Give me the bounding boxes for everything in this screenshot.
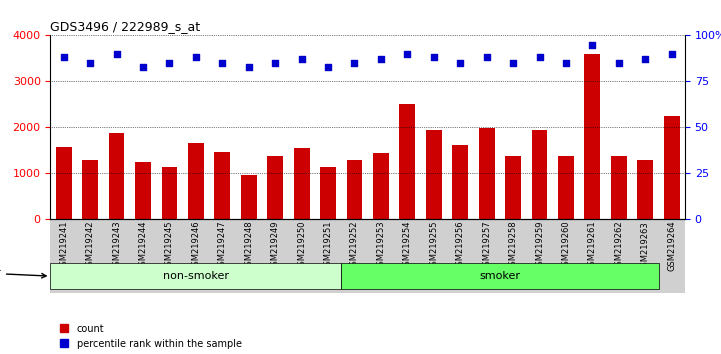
Point bbox=[428, 55, 440, 60]
Bar bbox=[553, 219, 579, 293]
Bar bbox=[241, 175, 257, 219]
Point bbox=[164, 60, 175, 66]
Bar bbox=[447, 219, 474, 293]
Bar bbox=[420, 219, 447, 293]
Bar bbox=[505, 155, 521, 219]
Bar bbox=[109, 133, 125, 219]
Bar bbox=[394, 219, 420, 293]
Bar bbox=[130, 219, 156, 293]
Bar bbox=[315, 219, 341, 293]
Point bbox=[454, 60, 466, 66]
Bar bbox=[558, 155, 574, 219]
Point bbox=[534, 55, 545, 60]
Point bbox=[349, 60, 360, 66]
Bar bbox=[320, 167, 336, 219]
Text: smoker: smoker bbox=[479, 271, 521, 281]
Bar bbox=[214, 152, 230, 219]
Bar bbox=[182, 219, 209, 293]
Point bbox=[58, 55, 69, 60]
Bar bbox=[267, 156, 283, 219]
Point bbox=[613, 60, 624, 66]
Bar bbox=[56, 147, 71, 219]
Bar bbox=[341, 219, 368, 293]
Point bbox=[322, 64, 334, 69]
Bar bbox=[236, 219, 262, 293]
Point bbox=[243, 64, 255, 69]
Bar bbox=[288, 219, 315, 293]
Point bbox=[560, 60, 572, 66]
Bar bbox=[162, 167, 177, 219]
Text: GDS3496 / 222989_s_at: GDS3496 / 222989_s_at bbox=[50, 20, 200, 33]
Bar bbox=[399, 104, 415, 219]
Text: other: other bbox=[0, 268, 46, 278]
Bar bbox=[135, 162, 151, 219]
Legend: count, percentile rank within the sample: count, percentile rank within the sample bbox=[56, 320, 246, 353]
Bar bbox=[50, 219, 77, 293]
Point bbox=[190, 55, 202, 60]
Point bbox=[216, 60, 228, 66]
Bar bbox=[156, 219, 182, 293]
Bar bbox=[585, 54, 601, 219]
Point bbox=[481, 55, 492, 60]
Bar bbox=[426, 130, 442, 219]
Bar bbox=[452, 145, 468, 219]
Point bbox=[508, 60, 519, 66]
Bar bbox=[637, 160, 653, 219]
FancyBboxPatch shape bbox=[50, 263, 341, 289]
Text: non-smoker: non-smoker bbox=[163, 271, 229, 281]
FancyBboxPatch shape bbox=[341, 263, 658, 289]
Bar bbox=[526, 219, 553, 293]
Bar bbox=[293, 148, 309, 219]
Bar bbox=[606, 219, 632, 293]
Bar bbox=[188, 143, 204, 219]
Point bbox=[137, 64, 149, 69]
Point bbox=[270, 60, 281, 66]
Bar bbox=[658, 219, 685, 293]
Point bbox=[640, 57, 651, 62]
Bar bbox=[373, 153, 389, 219]
Point bbox=[111, 51, 123, 57]
Bar bbox=[500, 219, 526, 293]
Bar bbox=[579, 219, 606, 293]
Bar bbox=[209, 219, 236, 293]
Bar bbox=[347, 160, 363, 219]
Point bbox=[402, 51, 413, 57]
Point bbox=[84, 60, 96, 66]
Point bbox=[666, 51, 678, 57]
Point bbox=[375, 57, 386, 62]
Bar bbox=[82, 160, 98, 219]
Bar bbox=[664, 116, 680, 219]
Bar bbox=[77, 219, 103, 293]
Bar bbox=[474, 219, 500, 293]
Point bbox=[587, 42, 598, 47]
Bar bbox=[262, 219, 288, 293]
Bar bbox=[611, 155, 627, 219]
Bar bbox=[103, 219, 130, 293]
Bar bbox=[632, 219, 658, 293]
Bar bbox=[531, 130, 547, 219]
Bar bbox=[479, 129, 495, 219]
Bar bbox=[368, 219, 394, 293]
Point bbox=[296, 57, 307, 62]
